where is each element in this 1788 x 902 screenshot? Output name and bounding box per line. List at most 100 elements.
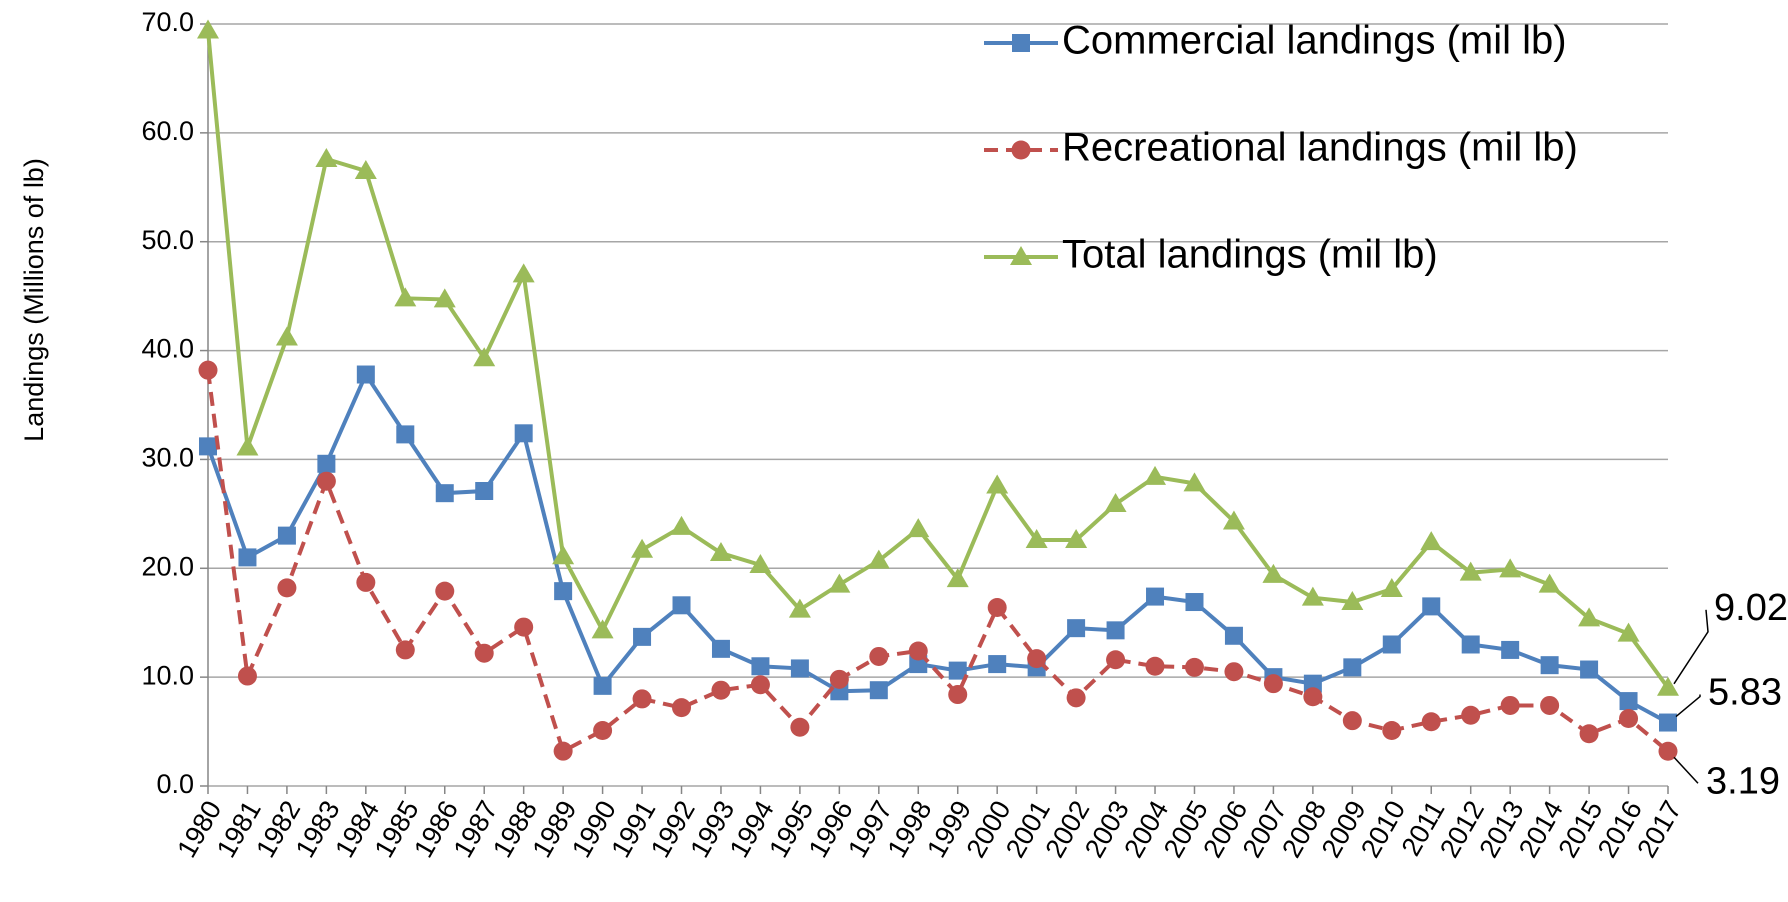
y-tick-label: 50.0 — [141, 225, 194, 255]
marker — [672, 698, 692, 718]
marker — [514, 424, 533, 443]
data-label: 5.83 — [1708, 672, 1782, 714]
marker — [1303, 674, 1322, 693]
marker — [552, 545, 575, 565]
marker — [1659, 713, 1677, 732]
marker — [199, 437, 217, 456]
marker — [1341, 591, 1364, 611]
marker — [632, 689, 652, 709]
marker — [1185, 593, 1204, 612]
marker — [672, 596, 691, 615]
marker — [987, 597, 1007, 617]
marker — [277, 578, 297, 598]
marker — [1104, 493, 1127, 513]
legend-marker — [1011, 140, 1031, 160]
marker — [1262, 563, 1285, 583]
marker — [433, 288, 456, 308]
x-tick-label: 2017 — [1631, 796, 1687, 863]
marker — [749, 554, 772, 574]
marker — [1382, 720, 1402, 740]
marker — [751, 657, 770, 676]
marker — [591, 619, 614, 639]
data-label: 3.19 — [1706, 760, 1780, 802]
marker — [1145, 656, 1165, 676]
marker — [1224, 662, 1244, 682]
y-tick-label: 30.0 — [141, 443, 194, 473]
marker — [1422, 597, 1441, 616]
marker — [1459, 561, 1482, 581]
marker — [356, 365, 375, 384]
marker — [1619, 709, 1639, 729]
y-tick-label: 60.0 — [141, 116, 194, 146]
legend-label: Commercial landings (mil lb) — [1062, 19, 1567, 63]
marker — [1183, 472, 1206, 492]
marker — [512, 263, 535, 283]
marker — [354, 159, 377, 179]
marker — [435, 484, 454, 503]
marker — [1380, 577, 1403, 597]
leader-line — [1673, 756, 1699, 784]
marker — [356, 572, 376, 592]
marker — [829, 669, 849, 689]
marker — [1619, 692, 1638, 711]
series-line — [206, 369, 1670, 755]
marker — [1106, 621, 1125, 640]
marker — [1617, 622, 1640, 642]
marker — [1580, 660, 1599, 679]
marker — [986, 474, 1009, 494]
data-label: 9.02 — [1714, 587, 1788, 629]
marker — [1420, 531, 1443, 551]
marker — [514, 617, 534, 637]
marker — [1027, 649, 1047, 669]
marker — [1501, 640, 1520, 659]
marker — [946, 568, 969, 588]
marker — [237, 666, 257, 686]
marker — [711, 639, 730, 658]
marker — [475, 481, 494, 500]
marker — [1579, 724, 1599, 744]
marker — [711, 680, 731, 700]
marker — [907, 518, 930, 538]
marker — [948, 685, 968, 705]
marker — [1303, 687, 1323, 707]
marker — [867, 549, 890, 569]
leader-line — [1673, 609, 1709, 685]
marker — [1067, 619, 1086, 638]
marker — [1657, 676, 1679, 696]
marker — [1540, 656, 1559, 675]
marker — [316, 471, 336, 491]
y-axis-title: Landings (Millions of lb) — [19, 158, 49, 442]
marker — [631, 538, 654, 558]
marker — [709, 542, 732, 562]
marker — [554, 582, 573, 601]
marker — [1222, 510, 1245, 530]
legend-label: Total landings (mil lb) — [1062, 233, 1438, 277]
marker — [275, 326, 298, 346]
marker — [394, 287, 417, 307]
marker — [1106, 650, 1126, 670]
marker — [633, 627, 652, 646]
marker — [197, 19, 219, 39]
marker — [474, 643, 494, 663]
marker — [395, 640, 415, 660]
marker — [1343, 658, 1362, 677]
y-tick-label: 70.0 — [141, 7, 194, 37]
marker — [1461, 705, 1481, 725]
marker — [1538, 573, 1561, 593]
legend-marker — [1010, 246, 1032, 265]
marker — [750, 675, 770, 695]
marker — [1066, 688, 1086, 708]
marker — [869, 646, 889, 666]
y-tick-label: 20.0 — [141, 551, 194, 581]
marker — [1301, 586, 1324, 606]
marker — [1540, 695, 1560, 715]
marker — [473, 347, 496, 367]
marker — [790, 659, 809, 678]
y-tick-label: 10.0 — [141, 660, 194, 690]
marker — [1146, 587, 1165, 606]
y-tick-label: 40.0 — [141, 334, 194, 364]
marker — [435, 581, 455, 601]
marker — [948, 661, 967, 680]
marker — [788, 598, 811, 618]
